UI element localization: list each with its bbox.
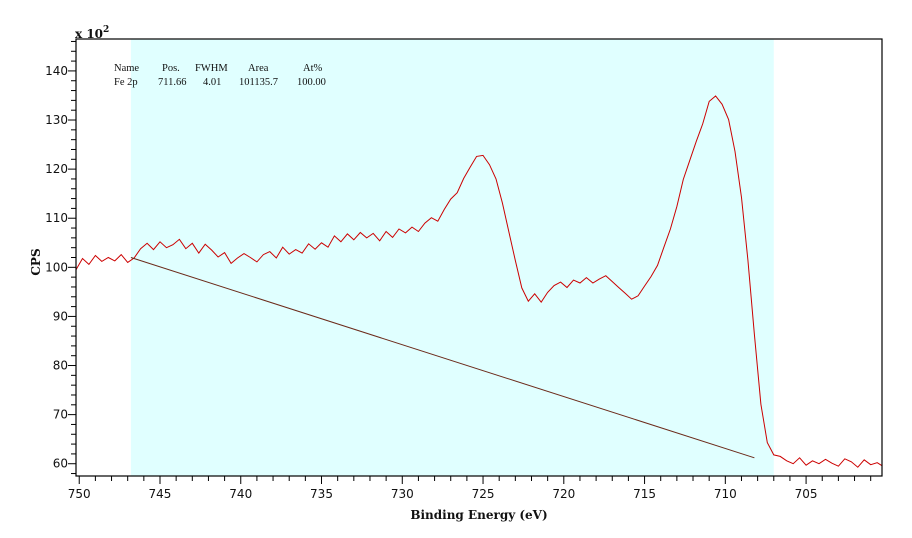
- y-tick-label: 140: [45, 64, 68, 78]
- table-header-fwhm: FWHM: [195, 63, 228, 74]
- table-header-name: Name: [114, 63, 139, 74]
- quantification-table: Name Pos. FWHM Area At% Fe 2p 711.66 4.0…: [114, 63, 326, 88]
- spectrum-line: [75, 95, 883, 468]
- y-tick-label: 130: [45, 113, 68, 127]
- x-axis: 750 745 740 735 730 725 720 715 710 705: [68, 476, 872, 501]
- table-header-atpct: At%: [303, 63, 323, 74]
- y-multiplier-base: x 10: [75, 27, 103, 41]
- x-tick-label: 740: [229, 487, 252, 501]
- y-tick-label: 80: [53, 359, 68, 373]
- y-tick-label: 100: [45, 260, 68, 274]
- table-header-pos: Pos.: [162, 63, 180, 74]
- y-tick-label: 70: [53, 408, 68, 422]
- y-tick-label: 120: [45, 162, 68, 176]
- table-cell-atpct: 100.00: [297, 77, 326, 88]
- x-tick-label: 710: [714, 487, 737, 501]
- y-tick-label: 60: [53, 457, 68, 471]
- table-cell-area: 101135.7: [239, 77, 278, 88]
- table-cell-pos: 711.66: [158, 77, 187, 88]
- x-tick-label: 720: [552, 487, 575, 501]
- table-cell-fwhm: 4.01: [203, 77, 221, 88]
- x-tick-label: 730: [391, 487, 414, 501]
- y-multiplier-label: x 102: [75, 25, 109, 41]
- x-tick-label: 705: [795, 487, 818, 501]
- y-tick-label: 90: [53, 309, 68, 323]
- table-cell-name: Fe 2p: [114, 77, 138, 88]
- x-tick-label: 715: [633, 487, 656, 501]
- y-tick-label: 110: [45, 211, 68, 225]
- x-axis-title: Binding Energy (eV): [410, 508, 547, 522]
- y-axis-title: CPS: [29, 248, 43, 275]
- y-axis: 60 70 80 90 100 110 120 130 140: [45, 40, 76, 475]
- background-line: [130, 257, 755, 459]
- x-tick-label: 750: [68, 487, 91, 501]
- y-multiplier-exponent: 2: [103, 25, 109, 35]
- x-tick-label: 745: [149, 487, 172, 501]
- table-header-area: Area: [248, 63, 269, 74]
- x-tick-label: 735: [310, 487, 333, 501]
- x-tick-label: 725: [472, 487, 495, 501]
